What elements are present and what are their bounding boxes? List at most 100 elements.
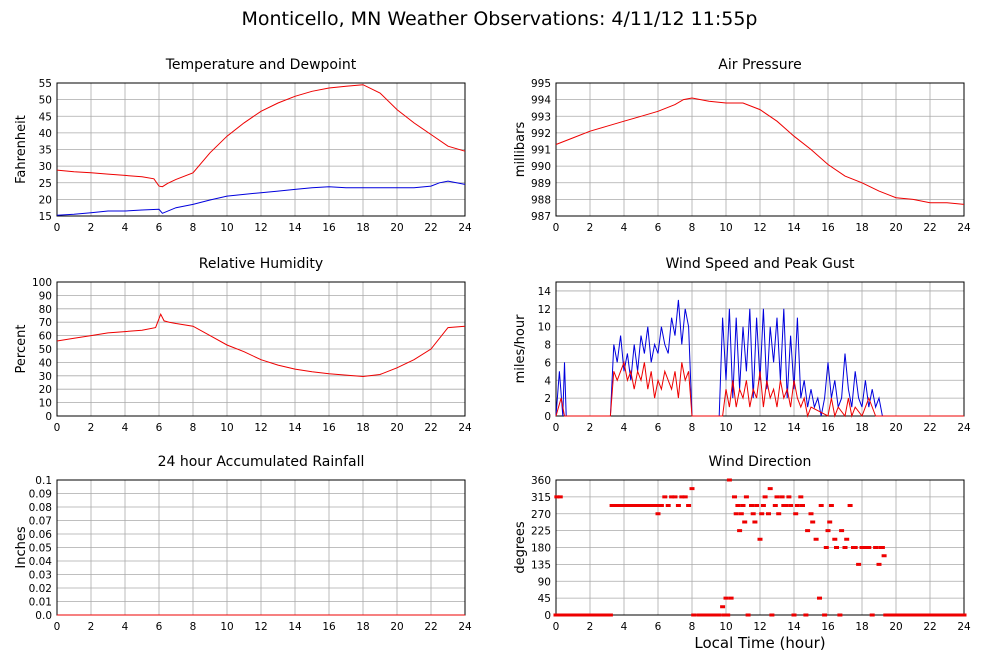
pressure-xtick-label: 16 (821, 222, 835, 234)
pressure-xtick-label: 0 (553, 222, 560, 234)
wind-xtick-label: 12 (753, 422, 766, 434)
direction-point (800, 504, 805, 507)
humidity-ytick-label: 90 (39, 290, 52, 302)
humidity-ytick-label: 20 (39, 384, 52, 396)
pressure-xtick-label: 14 (787, 222, 801, 234)
pressure-xtick-label: 4 (621, 222, 628, 234)
rain-xtick-label: 10 (220, 621, 233, 633)
wind-xtick-label: 20 (889, 422, 902, 434)
direction-title: Wind Direction (709, 454, 812, 470)
temp-ytick-label: 45 (39, 111, 52, 123)
direction-point (567, 613, 573, 617)
direction-xtick-label: 8 (689, 621, 696, 633)
direction-xtick-label: 14 (787, 621, 801, 633)
temp-ytick-label: 30 (39, 161, 52, 173)
direction-point (633, 504, 639, 507)
rain-xtick-label: 6 (156, 621, 163, 633)
bottom-x-axis-label: Local Time (hour) (694, 634, 826, 652)
direction-point (601, 613, 607, 617)
direction-point (839, 529, 845, 533)
direction-point (825, 529, 831, 533)
direction-point (720, 605, 726, 609)
direction-point (844, 537, 850, 541)
direction-point (793, 512, 799, 516)
pressure-ytick-label: 989 (531, 178, 551, 190)
direction-point (563, 613, 569, 617)
direction-point (630, 504, 635, 507)
direction-point (735, 504, 741, 507)
direction-point (913, 613, 919, 617)
temp-series-line-red (56, 84, 466, 188)
direction-point (696, 613, 702, 617)
rain-ytick-label: 0.01 (29, 597, 52, 609)
wind-xtick-label: 14 (787, 422, 801, 434)
direction-point (653, 504, 659, 507)
direction-point (679, 495, 685, 499)
rain-xtick-label: 18 (356, 621, 369, 633)
humidity-ytick-label: 10 (39, 398, 52, 410)
direction-point (834, 546, 839, 549)
direction-frame (555, 479, 965, 616)
direction-point (786, 495, 792, 499)
temp-xtick-label: 18 (356, 222, 369, 234)
direction-point (750, 512, 756, 516)
direction-point (706, 613, 712, 617)
direction-point (643, 504, 649, 507)
wind-xtick-label: 4 (621, 422, 628, 434)
direction-point (856, 562, 862, 566)
direction-point (879, 546, 885, 549)
direction-ytick-label: 135 (531, 559, 551, 571)
wind-ytick-label: 14 (538, 286, 552, 298)
direction-point (769, 613, 775, 617)
humidity-xtick-label: 16 (322, 422, 336, 434)
direction-point (852, 546, 858, 549)
direction-point (728, 596, 734, 600)
direction-xtick-label: 20 (889, 621, 902, 633)
direction-point (703, 613, 709, 617)
direction-point (808, 512, 814, 516)
direction-point (662, 495, 668, 499)
wind-xtick-label: 8 (689, 422, 696, 434)
direction-point (767, 487, 773, 491)
humidity-xtick-label: 20 (390, 422, 403, 434)
humidity-ytick-label: 50 (39, 344, 52, 356)
pressure-xtick-label: 10 (719, 222, 732, 234)
direction-point (587, 613, 593, 617)
direction-point (607, 613, 613, 617)
direction-point (817, 596, 822, 600)
direction-point (881, 554, 887, 558)
direction-point (713, 613, 719, 617)
direction-xtick-label: 2 (587, 621, 594, 633)
temp-xtick-label: 0 (54, 222, 61, 234)
pressure-ytick-label: 995 (531, 78, 551, 90)
wind-ytick-label: 2 (544, 393, 551, 405)
rain-xtick-label: 24 (458, 621, 472, 633)
temp-xtick-label: 8 (190, 222, 197, 234)
wind-frame (555, 281, 965, 417)
humidity-xtick-label: 4 (122, 422, 129, 434)
direction-point (760, 504, 766, 507)
direction-xtick-label: 24 (957, 621, 971, 633)
rain-xtick-label: 8 (190, 621, 197, 633)
direction-point (584, 613, 590, 617)
direction-point (842, 546, 848, 549)
direction-point (737, 529, 743, 533)
direction-point (609, 504, 615, 507)
direction-point (827, 520, 833, 524)
direction-point (749, 504, 754, 507)
direction-point (604, 613, 610, 617)
pressure-xtick-label: 20 (889, 222, 902, 234)
direction-point (623, 504, 629, 507)
wind-xtick-label: 22 (923, 422, 936, 434)
direction-point (725, 613, 731, 617)
direction-point (776, 512, 782, 516)
humidity-series-line-red (56, 312, 466, 378)
humidity-xtick-label: 0 (54, 422, 61, 434)
direction-point (805, 529, 811, 533)
pressure-ylabel: millibars (513, 122, 528, 178)
